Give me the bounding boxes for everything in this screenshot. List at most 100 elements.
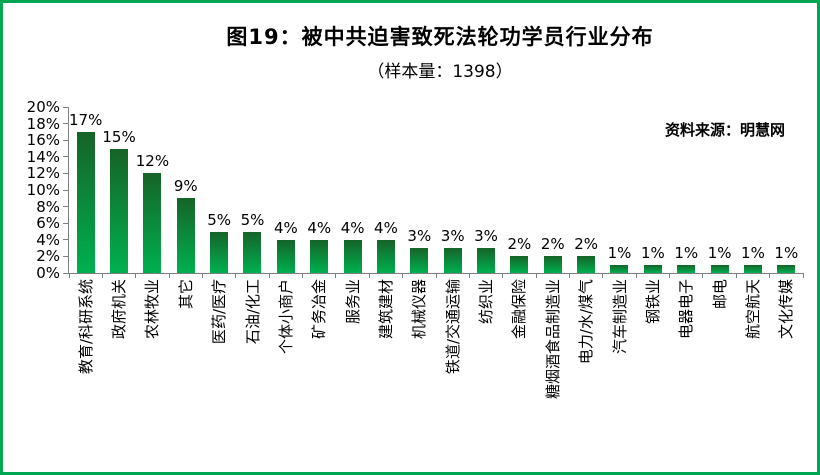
bar-value-label: 12% [135, 152, 170, 171]
x-axis-tick-mark [335, 273, 337, 278]
bar-value-label: 1% [774, 243, 799, 262]
bar [343, 239, 362, 273]
x-axis-tick-mark [368, 273, 370, 278]
y-axis-tick-mark [63, 139, 68, 141]
bar [743, 264, 762, 273]
bar-column: 3% [403, 107, 436, 273]
x-axis-tick-mark [302, 273, 304, 278]
x-axis-tick-mark [735, 273, 737, 278]
x-axis-category-label: 农林牧业 [143, 279, 162, 340]
x-axis-tick-mark [669, 273, 671, 278]
bar-value-label: 1% [640, 243, 665, 262]
bar [110, 148, 129, 273]
bar-column: 1% [603, 107, 636, 273]
bar-column: 9% [169, 107, 202, 273]
y-axis-tick-mark [63, 206, 68, 208]
bar [577, 256, 596, 273]
bar-column: 4% [269, 107, 302, 273]
x-axis-category-label: 石油/化工 [243, 279, 262, 345]
bar [410, 248, 429, 273]
bar-column: 15% [102, 107, 136, 273]
x-axis-category-label: 矿务冶金 [310, 279, 329, 340]
y-axis-tick-label: 6% [36, 214, 60, 233]
bar [76, 131, 95, 273]
x-axis-category-label: 其它 [176, 279, 195, 310]
y-axis-tick-mark [63, 123, 68, 125]
x-axis-category-label: 钢铁业 [643, 279, 662, 325]
bar-column: 1% [636, 107, 669, 273]
x-axis-category-label: 建筑建材 [376, 279, 395, 340]
y-axis-tick-mark [63, 239, 68, 241]
x-axis-category-label: 政府机关 [110, 279, 129, 340]
x-axis-tick-mark [769, 273, 771, 278]
bar [777, 264, 796, 273]
bar-column: 4% [369, 107, 402, 273]
x-axis-tick-mark [635, 273, 637, 278]
x-axis-tick-mark [201, 273, 203, 278]
bar [376, 239, 395, 273]
x-axis-tick-mark [135, 273, 137, 278]
y-axis-tick-mark [63, 255, 68, 257]
bar [510, 256, 529, 273]
bar-column: 5% [202, 107, 235, 273]
x-axis-tick-mark [602, 273, 604, 278]
y-axis-tick-label: 14% [26, 147, 60, 166]
y-axis-tick-mark [63, 222, 68, 224]
y-axis-tick-mark [63, 272, 68, 274]
y-axis-tick-label: 0% [36, 264, 60, 282]
x-axis-tick-mark [101, 273, 103, 278]
bar [543, 256, 562, 273]
bar-column: 5% [236, 107, 269, 273]
x-axis-tick-mark [802, 273, 804, 278]
x-axis-tick-mark [568, 273, 570, 278]
bar-column: 2% [503, 107, 536, 273]
x-axis-category-label: 服务业 [343, 279, 362, 325]
bar-column: 1% [770, 107, 803, 273]
bar-value-label: 3% [474, 227, 498, 246]
x-axis-tick-mark [268, 273, 270, 278]
x-axis-tick-mark [468, 273, 470, 278]
x-axis-category-label: 机械仪器 [410, 279, 429, 340]
bar-value-label: 3% [440, 227, 465, 246]
bar-value-label: 4% [307, 218, 332, 237]
bar-value-label: 2% [574, 235, 599, 254]
bar [477, 248, 496, 273]
chart-subtitle: （样本量：1398） [367, 62, 513, 82]
x-axis-category-label: 电器电子 [677, 279, 696, 340]
chart-title: 图19：被中共迫害致死法轮功学员行业分布 [226, 25, 654, 49]
bar [643, 264, 662, 273]
bar-value-label: 1% [707, 243, 732, 262]
bar [710, 264, 729, 273]
y-axis-tick-label: 8% [36, 197, 60, 216]
y-axis-tick-mark [63, 156, 68, 158]
y-axis-tick-label: 12% [26, 164, 60, 183]
bar-column: 3% [436, 107, 469, 273]
x-axis-category-label: 航空航天 [743, 279, 762, 340]
bar [677, 264, 696, 273]
bar-value-label: 5% [207, 210, 232, 229]
bar-value-label: 2% [507, 235, 532, 254]
bar [143, 173, 162, 273]
bar-value-label: 4% [273, 218, 298, 237]
bar-value-label: 2% [540, 235, 565, 254]
x-axis-category-label: 个体小商户 [276, 279, 295, 355]
bar-value-label: 17% [69, 110, 103, 129]
bar-column: 4% [336, 107, 369, 273]
bar-value-label: 5% [240, 210, 265, 229]
x-axis-category-label: 铁道/交通运输 [443, 279, 462, 375]
source-note: 资料来源：明慧网 [664, 121, 785, 139]
x-axis-tick-mark [168, 273, 170, 278]
bar [276, 239, 295, 273]
bar-value-label: 1% [674, 243, 699, 262]
x-axis-tick-mark [402, 273, 404, 278]
x-axis-category-label: 邮电 [710, 279, 729, 310]
bar-value-label: 1% [607, 243, 632, 262]
x-axis-tick-mark [235, 273, 237, 278]
x-axis-category-label: 教育/科研系统 [76, 279, 95, 375]
bar-value-label: 3% [407, 227, 432, 246]
plot-area: 20% 18% 16% 14% 12% 10% 8% 6% 4% 2% 0% 17% 教育/科研系统 15… [27, 99, 804, 399]
bar [210, 231, 229, 273]
bar-column: 1% [670, 107, 703, 273]
bar-column: 12% [136, 107, 169, 273]
